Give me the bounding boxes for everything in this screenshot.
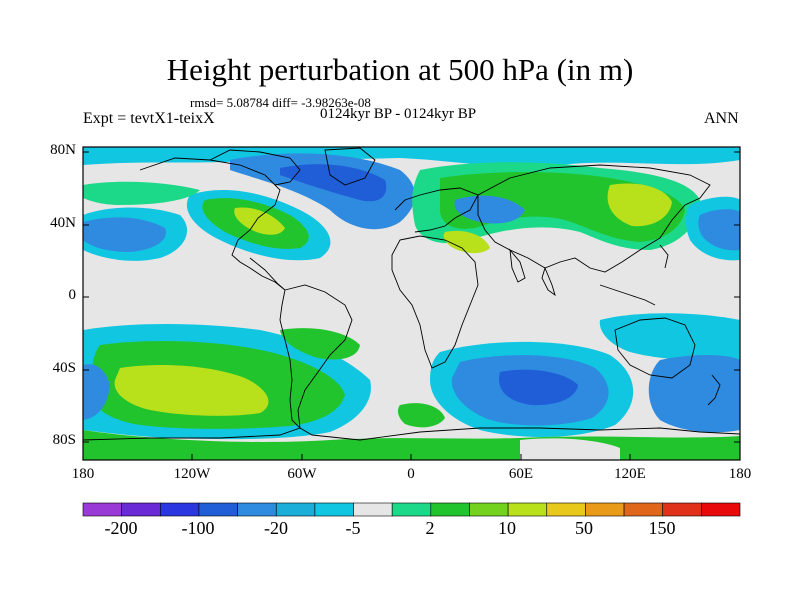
colorbar-label-150: 150 <box>648 518 676 538</box>
x-label-60e: 60E <box>508 466 534 482</box>
experiment-label: Expt = tevtX1-teixX <box>83 110 215 127</box>
x-label-60w: 60W <box>287 466 317 482</box>
colorbar-label-10: 10 <box>498 518 516 538</box>
colorbar-label-50: 50 <box>575 518 593 538</box>
colorbar-label-minus200: -200 <box>104 518 138 538</box>
colorbar-swatch <box>585 502 625 517</box>
colorbar-label-minus5: -5 <box>345 518 361 538</box>
colorbar-swatch <box>275 502 316 517</box>
coast-india <box>541 266 556 297</box>
field-n-pacific-east <box>698 209 740 251</box>
colorbar-swatch <box>507 502 548 517</box>
colorbar-swatch <box>353 502 393 517</box>
colorbar-swatch <box>159 502 200 517</box>
colorbar-swatch <box>430 502 470 517</box>
colorbar-swatch <box>546 502 586 517</box>
field-s-indian-low-core <box>499 369 578 406</box>
field-s-pacific-high-core <box>114 365 269 416</box>
field-n-pacific-green <box>83 181 200 205</box>
colorbar-label-minus20: -20 <box>264 518 288 538</box>
field-s-pacific-far-west <box>83 364 110 420</box>
field-s-pacific-west <box>648 355 740 433</box>
colorbar <box>82 502 741 517</box>
coast-australia <box>614 317 696 379</box>
map-field <box>83 147 740 460</box>
coast-greenland <box>324 147 376 186</box>
coastlines <box>83 147 740 441</box>
field-n-pacific-west <box>83 217 166 252</box>
field-mideast-high-core <box>443 230 490 254</box>
colorbar-swatch <box>314 502 354 517</box>
rmsd-diff-stats: rmsd= 5.08784 diff= -3.98263e-08 <box>190 95 371 110</box>
colorbar-swatch <box>121 502 161 517</box>
coast-canada-arctic <box>209 149 301 186</box>
x-label-180-west: 180 <box>71 466 95 482</box>
field-s-america-green <box>280 328 360 360</box>
colorbar-swatch <box>469 502 509 517</box>
field-antarctic-gap <box>520 438 620 460</box>
y-label-80n: 80N <box>50 142 76 158</box>
x-label-180-east: 180 <box>728 466 752 482</box>
colorbar-swatch <box>391 502 432 517</box>
y-label-40n: 40N <box>50 215 76 231</box>
field-arctic-band <box>83 147 740 167</box>
coast-africa <box>391 235 479 369</box>
coast-indonesia <box>599 284 656 306</box>
y-label-80s: 80S <box>52 432 76 448</box>
field-n-atlantic-low-core <box>280 164 387 202</box>
field-europe-low <box>454 195 525 224</box>
colorbar-label-2: 2 <box>425 518 435 538</box>
coast-antarctica <box>83 427 740 441</box>
map-title: Height perturbation at 500 hPa (in m) <box>166 52 634 87</box>
x-label-120w: 120W <box>173 466 211 482</box>
colorbar-label-minus100: -100 <box>181 518 215 538</box>
period-label: 0124kyr BP - 0124kyr BP <box>320 106 477 122</box>
field-asia-high-core <box>607 183 672 227</box>
colorbar-swatch <box>82 502 122 517</box>
y-label-0: 0 <box>68 287 77 303</box>
coast-south-america <box>279 284 353 430</box>
colorbar-swatch <box>701 502 741 517</box>
field-n-atlantic-low <box>230 153 415 230</box>
colorbar-swatch <box>662 502 702 517</box>
field-s-atlantic-green <box>397 403 445 428</box>
season-label: ANN <box>704 110 739 127</box>
colorbar-swatch <box>623 502 664 517</box>
coast-new-zealand <box>707 374 721 406</box>
axis-ticks <box>82 151 741 460</box>
coast-asia <box>477 164 711 273</box>
coast-japan <box>659 244 669 269</box>
colorbar-swatch <box>237 502 277 517</box>
field-n-america-high-core <box>234 207 285 235</box>
y-label-40s: 40S <box>52 360 76 376</box>
x-label-120e: 120E <box>614 466 646 482</box>
coast-arabia <box>509 248 526 283</box>
x-label-0: 0 <box>407 466 415 482</box>
field-australia-ring <box>599 313 740 361</box>
colorbar-swatch <box>198 502 238 517</box>
